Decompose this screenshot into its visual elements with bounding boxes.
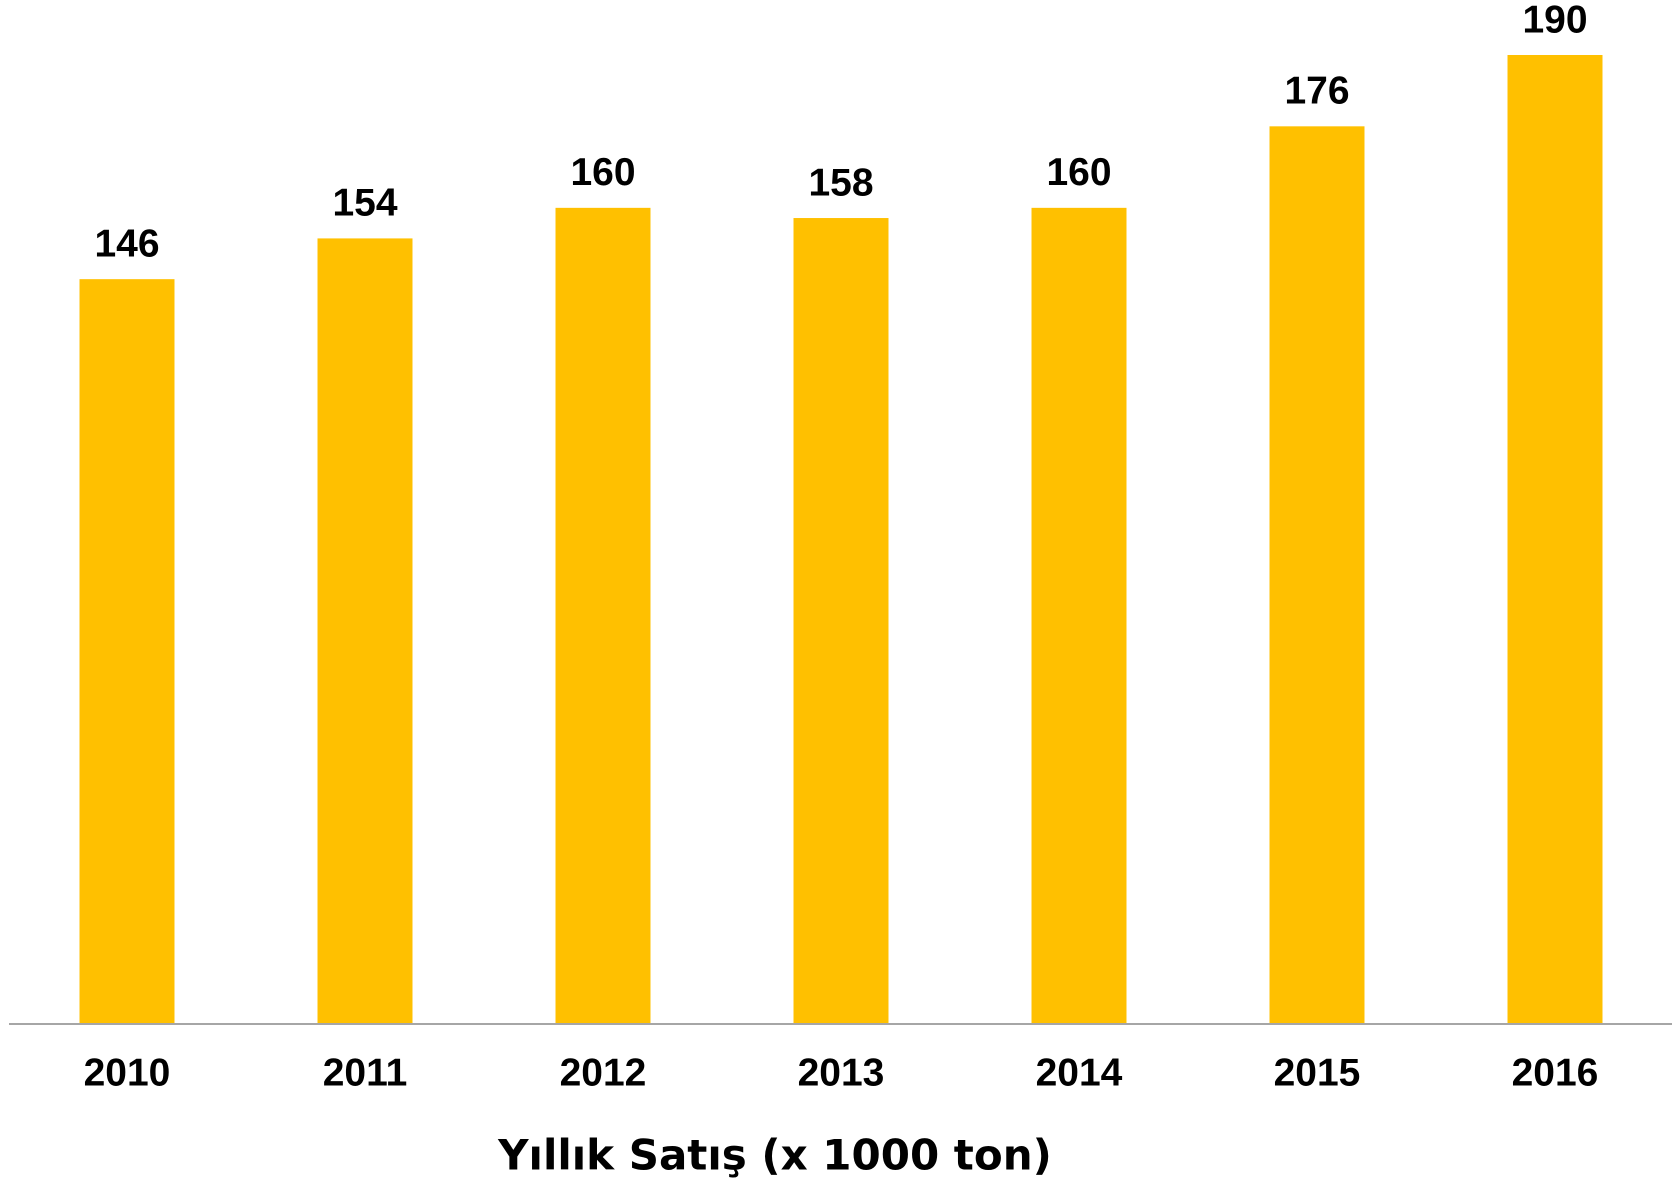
- data-label: 190: [1522, 0, 1587, 41]
- data-label: 160: [570, 151, 635, 194]
- x-tick-label: 2016: [1512, 1051, 1599, 1094]
- data-label: 154: [332, 182, 397, 225]
- x-tick-label: 2011: [323, 1051, 408, 1094]
- x-tick-label: 2013: [798, 1051, 885, 1094]
- x-tick-label: 2014: [1036, 1051, 1123, 1094]
- bar: [1269, 126, 1365, 1024]
- bar: [1031, 207, 1127, 1023]
- data-label: 158: [808, 161, 873, 204]
- x-tick-label: 2015: [1274, 1051, 1361, 1094]
- bar: [555, 207, 651, 1023]
- data-label: 160: [1046, 151, 1111, 194]
- bar: [79, 279, 175, 1023]
- x-tick-label: 2012: [560, 1051, 647, 1094]
- data-label: 146: [94, 222, 159, 265]
- x-axis-label: Yıllık Satış (x 1000 ton): [497, 1131, 1052, 1179]
- x-tick-label: 2010: [84, 1051, 171, 1094]
- data-label: 176: [1284, 70, 1349, 113]
- bar: [1507, 55, 1603, 1023]
- bar: [793, 218, 889, 1023]
- bar: [317, 238, 413, 1023]
